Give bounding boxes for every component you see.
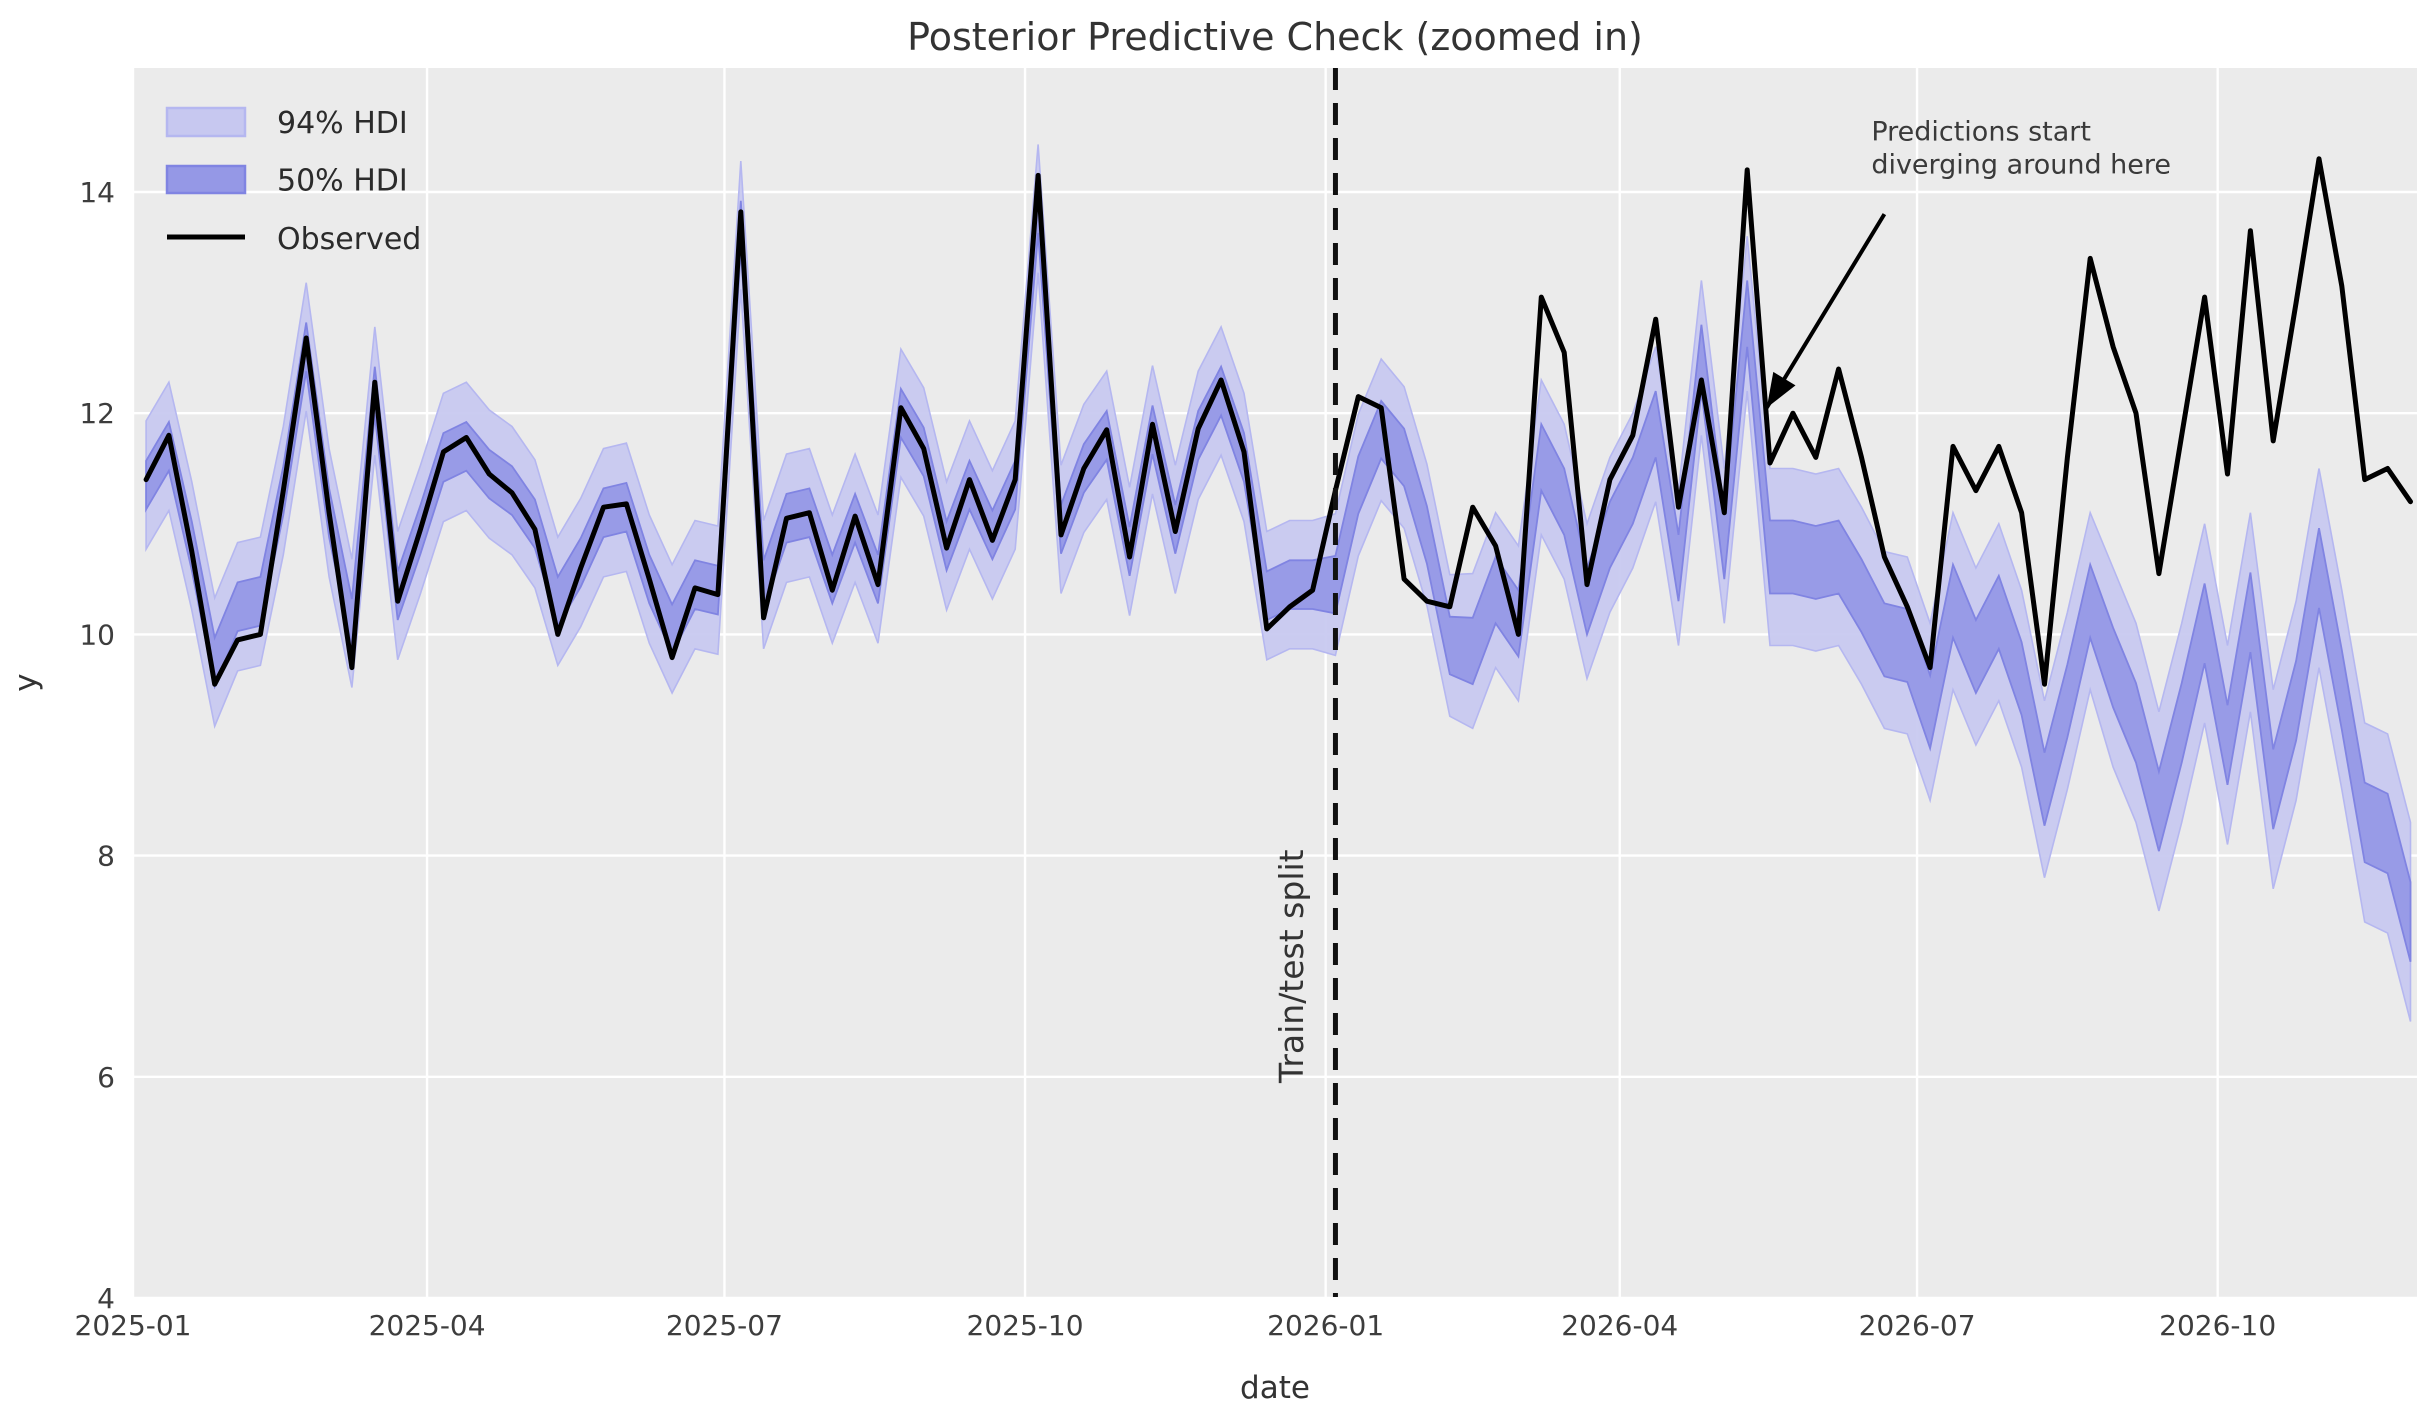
y-tick-label: 10 — [79, 618, 115, 651]
split-label: Train/test split — [1272, 849, 1311, 1084]
legend-label: 50% HDI — [277, 164, 408, 199]
legend-hdi94-swatch-icon — [165, 106, 247, 138]
annotation-arrowhead-icon — [1766, 371, 1796, 408]
y-axis-label: y — [8, 673, 44, 691]
y-tick-label: 8 — [97, 840, 115, 873]
y-tick-label: 6 — [97, 1061, 115, 1094]
legend-label: 94% HDI — [277, 106, 408, 141]
y-tick-label: 14 — [79, 176, 115, 209]
axis-tick-labels: 2025-01 2025-04 2025-07 2025-10 2026-01 2026-… — [75, 176, 2277, 1342]
x-tick-label: 2025-04 — [369, 1309, 486, 1342]
legend-label: Observed — [277, 222, 421, 257]
x-tick-label: 2025-07 — [666, 1309, 783, 1342]
chart-title: Posterior Predictive Check (zoomed in) — [907, 15, 1643, 59]
x-tick-label: 2026-10 — [2159, 1309, 2276, 1342]
x-axis-label: date — [1240, 1370, 1310, 1406]
hdi50-band — [145, 184, 2412, 963]
annotation-line1: Predictions start — [1871, 117, 2091, 148]
grid-lines — [131, 68, 2417, 1300]
annotation-line2: diverging around here — [1871, 150, 2171, 181]
x-tick-label: 2025-10 — [967, 1309, 1084, 1342]
observed-line — [143, 156, 2413, 687]
y-tick-label: 4 — [97, 1282, 115, 1315]
x-tick-label: 2026-01 — [1267, 1309, 1384, 1342]
legend: 94% HDI 50% HDI Observed — [165, 106, 421, 257]
x-tick-label: 2026-04 — [1561, 1309, 1678, 1342]
legend-hdi50-swatch-icon — [165, 164, 247, 195]
y-tick-label: 12 — [79, 397, 115, 430]
x-tick-label: 2026-07 — [1859, 1309, 1976, 1342]
annotation-arrow-line — [1765, 213, 1887, 409]
x-tick-label: 2025-01 — [75, 1309, 192, 1342]
